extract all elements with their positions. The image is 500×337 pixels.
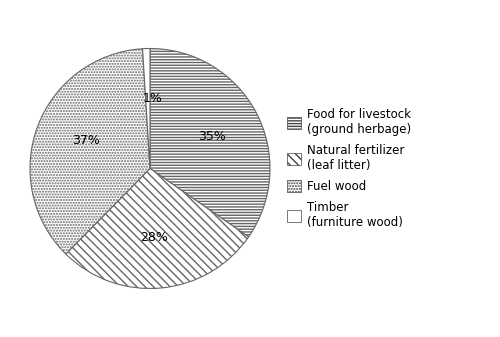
Wedge shape [66,168,248,288]
Text: 1%: 1% [142,92,162,105]
Legend: Food for livestock
(ground herbage), Natural fertilizer
(leaf litter), Fuel wood: Food for livestock (ground herbage), Nat… [282,103,416,234]
Wedge shape [150,49,270,237]
Text: 37%: 37% [72,134,100,147]
Wedge shape [142,49,150,168]
Wedge shape [30,49,150,254]
Text: 35%: 35% [198,130,226,144]
Text: 28%: 28% [140,232,168,244]
